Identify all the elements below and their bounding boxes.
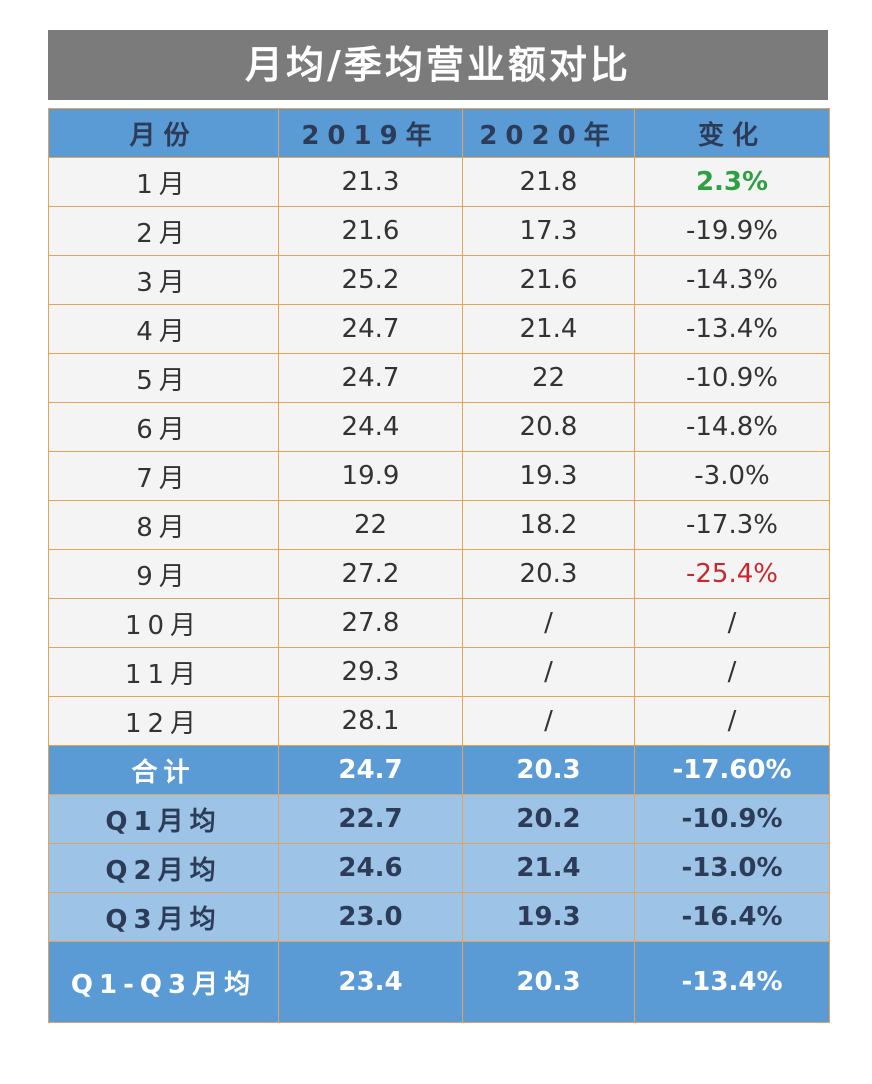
- table-cell: 8月: [48, 500, 279, 550]
- table-cell: -13.4%: [634, 941, 830, 1023]
- table-row: 7月 19.9 19.3 -3.0%: [48, 451, 830, 501]
- table-row: 3月 25.2 21.6 -14.3%: [48, 255, 830, 305]
- table-cell: 3月: [48, 255, 279, 305]
- table-row: 10月 27.8//: [48, 598, 830, 648]
- table-cell: 变化: [634, 108, 830, 158]
- table-cell: 12月: [48, 696, 279, 746]
- table-row: 1月 21.3 21.8 2.3%: [48, 157, 830, 207]
- table-cell: 25.2: [278, 255, 463, 305]
- table-cell: 21.3: [278, 157, 463, 207]
- table-cell: /: [634, 696, 830, 746]
- table-row: 4月 24.7 21.4 -13.4%: [48, 304, 830, 354]
- table-row: Q1月均 22.7 20.2 -10.9%: [48, 794, 830, 844]
- table-cell: 18.2: [462, 500, 635, 550]
- table-cell: 9月: [48, 549, 279, 599]
- table-cell: 24.6: [278, 843, 463, 893]
- table-cell: 2019年: [278, 108, 463, 158]
- table-cell: 20.3: [462, 745, 635, 795]
- table-cell: 21.4: [462, 304, 635, 354]
- table-cell: 21.6: [278, 206, 463, 256]
- table-row: 月份 2019年 2020年 变化: [48, 108, 830, 158]
- table-cell: 21.6: [462, 255, 635, 305]
- table-cell: 11月: [48, 647, 279, 697]
- table-row: Q3月均 23.0 19.3 -16.4%: [48, 892, 830, 942]
- table-row: 5月 24.7 22 -10.9%: [48, 353, 830, 403]
- table-cell: 20.3: [462, 549, 635, 599]
- table-cell: 27.8: [278, 598, 463, 648]
- title: 月均/季均营业额对比: [48, 30, 828, 100]
- table-cell: 1月: [48, 157, 279, 207]
- table-cell: -3.0%: [634, 451, 830, 501]
- table-row: 11月 29.3//: [48, 647, 830, 697]
- table-cell: Q1月均: [48, 794, 279, 844]
- table-cell: -16.4%: [634, 892, 830, 942]
- table-cell: /: [634, 647, 830, 697]
- table-cell: 20.3: [462, 941, 635, 1023]
- table-row: 6月 24.4 20.8 -14.8%: [48, 402, 830, 452]
- table-cell: 28.1: [278, 696, 463, 746]
- table-cell: /: [634, 598, 830, 648]
- table-cell: -10.9%: [634, 794, 830, 844]
- table-cell: 22: [278, 500, 463, 550]
- table-cell: 27.2: [278, 549, 463, 599]
- table-cell: 24.7: [278, 353, 463, 403]
- table-cell: 23.4: [278, 941, 463, 1023]
- table-cell: 5月: [48, 353, 279, 403]
- table-cell: 29.3: [278, 647, 463, 697]
- table-cell: -13.0%: [634, 843, 830, 893]
- table-cell: Q2月均: [48, 843, 279, 893]
- table-row: Q2月均 24.6 21.4 -13.0%: [48, 843, 830, 893]
- table: 月份 2019年 2020年 变化 1月 21.3 21.8 2.3% 2月 21.6 17.3 -1…: [48, 108, 830, 1023]
- table-cell: -17.60%: [634, 745, 830, 795]
- table-cell: 22: [462, 353, 635, 403]
- table-cell: 19.3: [462, 451, 635, 501]
- table-cell: 21.8: [462, 157, 635, 207]
- table-cell: -14.3%: [634, 255, 830, 305]
- table-cell: /: [462, 647, 635, 697]
- table-cell: -17.3%: [634, 500, 830, 550]
- table-cell: 19.3: [462, 892, 635, 942]
- table-row: 12月 28.1//: [48, 696, 830, 746]
- table-cell: 17.3: [462, 206, 635, 256]
- table-cell: 24.7: [278, 745, 463, 795]
- table-cell: 7月: [48, 451, 279, 501]
- table-cell: 6月: [48, 402, 279, 452]
- table-cell: 21.4: [462, 843, 635, 893]
- table-cell: -19.9%: [634, 206, 830, 256]
- table-cell: 20.8: [462, 402, 635, 452]
- table-cell: 10月: [48, 598, 279, 648]
- table-cell: 20.2: [462, 794, 635, 844]
- table-cell: 月份: [48, 108, 279, 158]
- table-cell: -14.8%: [634, 402, 830, 452]
- table-row: 9月 27.2 20.3 -25.4%: [48, 549, 830, 599]
- table-cell: Q1-Q3月均: [48, 941, 279, 1023]
- table-cell: -13.4%: [634, 304, 830, 354]
- table-cell: -25.4%: [634, 549, 830, 599]
- table-cell: 19.9: [278, 451, 463, 501]
- table-row: 2月 21.6 17.3 -19.9%: [48, 206, 830, 256]
- table-cell: 4月: [48, 304, 279, 354]
- table-cell: /: [462, 598, 635, 648]
- table-cell: 合计: [48, 745, 279, 795]
- table-cell: 2020年: [462, 108, 635, 158]
- table-row: Q1-Q3月均 23.4 20.3 -13.4%: [48, 941, 830, 1023]
- table-cell: Q3月均: [48, 892, 279, 942]
- table-cell: 22.7: [278, 794, 463, 844]
- table-row: 合计 24.7 20.3 -17.60%: [48, 745, 830, 795]
- table-cell: -10.9%: [634, 353, 830, 403]
- table-cell: 2.3%: [634, 157, 830, 207]
- table-cell: 23.0: [278, 892, 463, 942]
- table-cell: 2月: [48, 206, 279, 256]
- table-cell: 24.4: [278, 402, 463, 452]
- table-cell: /: [462, 696, 635, 746]
- table-row: 8月 22 18.2 -17.3%: [48, 500, 830, 550]
- table-cell: 24.7: [278, 304, 463, 354]
